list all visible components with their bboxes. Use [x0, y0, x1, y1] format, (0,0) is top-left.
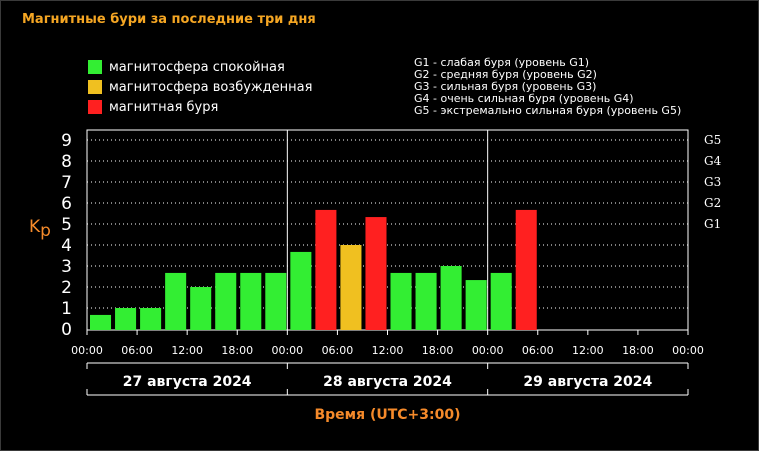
day-label: 29 августа 2024 [523, 374, 652, 390]
g-legend-item-g1: G1 - слабая буря (уровень G1) [414, 56, 590, 69]
legend-label-storm: магнитная буря [109, 99, 219, 115]
kp-bar [90, 314, 112, 330]
g-level-label: G2 [704, 196, 721, 210]
y-tick-label: 9 [61, 131, 72, 151]
x-tick-label: 12:00 [572, 344, 604, 357]
kp-bar [365, 217, 387, 330]
day-label: 28 августа 2024 [323, 374, 452, 390]
x-tick-label: 00:00 [472, 344, 504, 357]
legend-swatch-yellow [88, 80, 102, 94]
kp-bar [515, 209, 537, 330]
kp-bar [290, 251, 312, 330]
legend-item-excited: магнитосфера возбужденная [88, 77, 312, 97]
x-tick-label: 06:00 [121, 344, 153, 357]
y-tick-label: 2 [61, 278, 72, 298]
g-legend-item-g2: G2 - средняя буря (уровень G2) [414, 68, 597, 81]
y-tick-label: 3 [61, 257, 72, 277]
kp-bar [140, 308, 162, 330]
legend-item-calm: магнитосфера спокойная [88, 57, 312, 77]
g-level-label: G1 [704, 217, 721, 231]
y-tick-label: 4 [61, 236, 72, 256]
x-tick-label: 18:00 [422, 344, 454, 357]
y-tick-label: 5 [61, 215, 72, 235]
x-tick-label: 18:00 [622, 344, 654, 357]
g-legend-item-g3: G3 - сильная буря (уровень G3) [414, 80, 597, 93]
status-legend: магнитосфера спокойная магнитосфера возб… [88, 57, 312, 117]
x-tick-label: 12:00 [372, 344, 404, 357]
x-tick-label: 00:00 [271, 344, 303, 357]
g-legend-item-g5: G5 - экстремально сильная буря (уровень … [414, 104, 682, 117]
y-tick-label: 0 [61, 320, 72, 340]
legend-swatch-red [88, 100, 102, 114]
chart-title: Магнитные бури за последние три дня [22, 12, 316, 27]
x-tick-label: 00:00 [672, 344, 704, 357]
kp-bar [390, 272, 412, 330]
x-tick-label: 00:00 [71, 344, 103, 357]
day-label: 27 августа 2024 [123, 374, 252, 390]
y-tick-label: 8 [61, 152, 72, 172]
legend-item-storm: магнитная буря [88, 97, 312, 117]
y-axis-label: Kp [29, 217, 51, 241]
legend-label-excited: магнитосфера возбужденная [109, 79, 313, 95]
kp-bar [340, 245, 362, 330]
x-axis-label: Время (UTC+3:00) [314, 407, 460, 423]
x-tick-label: 18:00 [221, 344, 253, 357]
kp-bar [265, 272, 287, 330]
kp-bar [465, 280, 487, 330]
g-legend-item-g4: G4 - очень сильная буря (уровень G4) [414, 92, 634, 105]
legend-label-calm: магнитосфера спокойная [109, 59, 285, 75]
x-tick-label: 06:00 [322, 344, 354, 357]
g-level-legend: G1 - слабая буря (уровень G1) G2 - средн… [414, 57, 681, 117]
kp-bar [315, 209, 337, 330]
kp-bar [165, 272, 187, 330]
kp-bar [190, 287, 212, 330]
g-level-label: G4 [704, 154, 722, 168]
kp-bar [415, 272, 437, 330]
y-tick-label: 1 [61, 299, 72, 319]
x-tick-label: 06:00 [522, 344, 554, 357]
kp-bar [215, 272, 237, 330]
kp-bar [490, 272, 512, 330]
g-level-label: G3 [704, 175, 721, 189]
kp-bar [440, 266, 462, 330]
kp-bar [115, 308, 137, 330]
kp-bar [240, 272, 262, 330]
legend-swatch-green [88, 60, 102, 74]
y-tick-label: 7 [61, 173, 72, 193]
y-tick-label: 6 [61, 194, 72, 214]
g-level-label: G5 [704, 133, 721, 147]
x-tick-label: 12:00 [171, 344, 203, 357]
